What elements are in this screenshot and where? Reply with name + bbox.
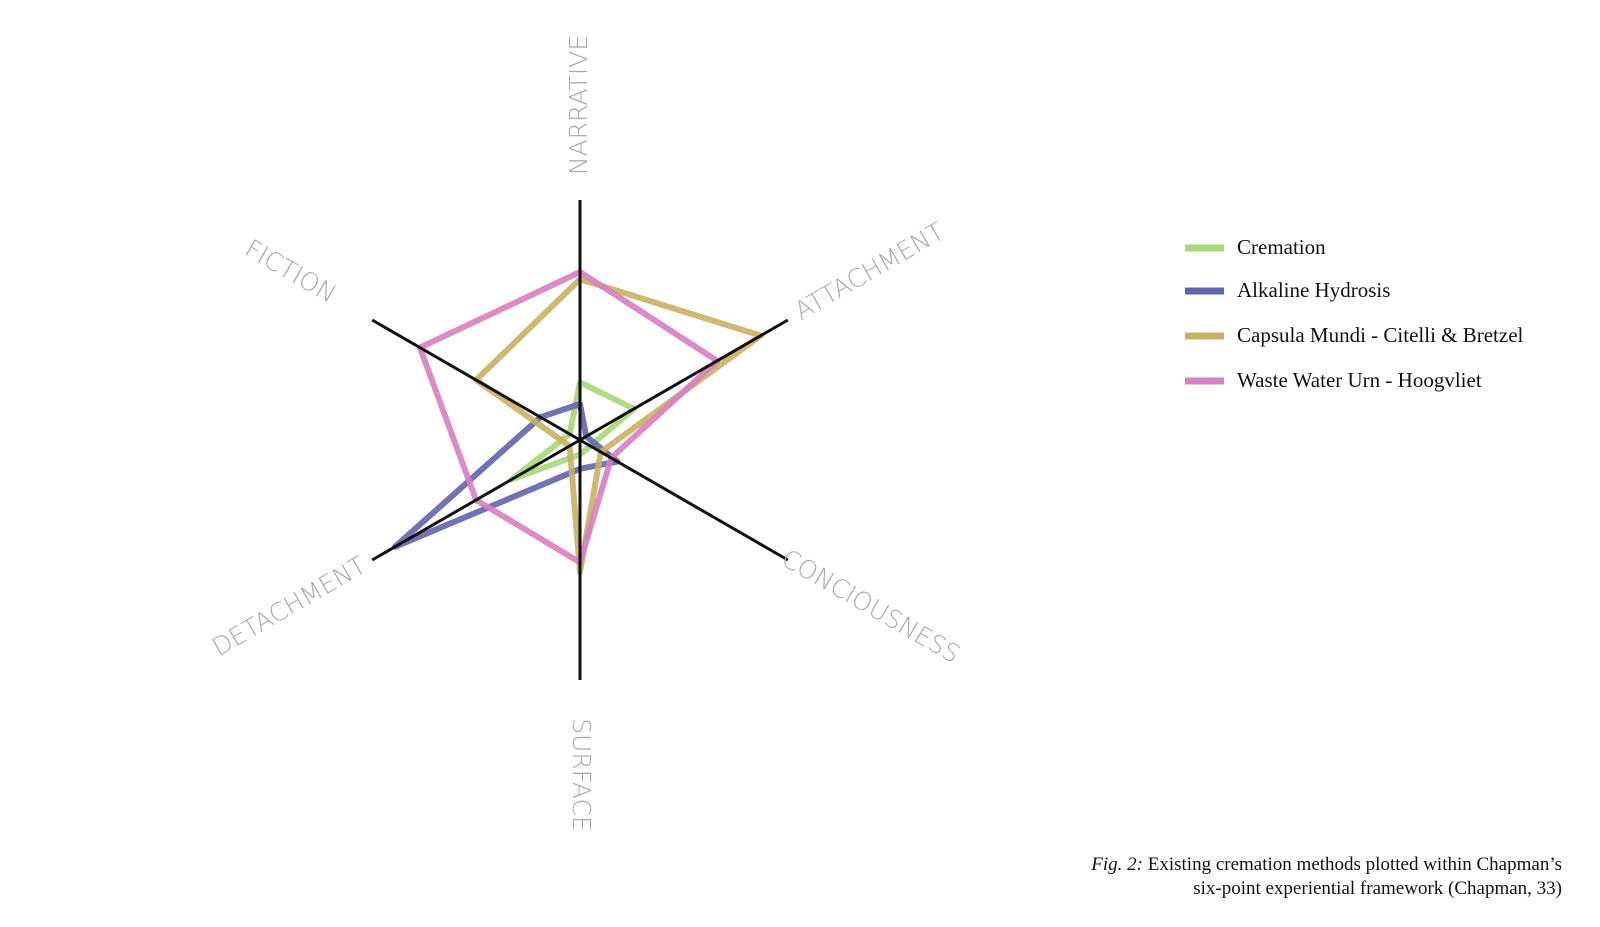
caption-line: six-point experiential framework (Chapma… <box>1193 878 1562 899</box>
axis-label: ATTACHMENT <box>790 217 950 326</box>
axis-line <box>579 438 789 562</box>
axis-label: NARRATIVE <box>564 35 593 175</box>
series-line <box>392 401 621 550</box>
legend-label: Cremation <box>1237 235 1326 259</box>
axis-label: CONCIOUSNESS <box>777 543 965 668</box>
caption-text: Existing cremation methods plotted withi… <box>1148 854 1562 875</box>
axis-line <box>579 318 789 442</box>
axis-line <box>371 438 581 562</box>
axis-label: DETACHMENT <box>207 550 371 661</box>
axis-label: SURFACE <box>567 718 596 832</box>
axis-line <box>371 318 581 442</box>
legend-label: Alkaline Hydrosis <box>1237 278 1390 302</box>
legend-label: Waste Water Urn - Hoogvliet <box>1237 368 1482 392</box>
caption-line: Fig. 2: Existing cremation methods plott… <box>1090 854 1562 875</box>
axis-label: FICTION <box>240 234 341 309</box>
legend-label: Capsula Mundi - Citelli & Bretzel <box>1237 323 1524 347</box>
caption-label: Fig. 2: <box>1090 854 1143 875</box>
